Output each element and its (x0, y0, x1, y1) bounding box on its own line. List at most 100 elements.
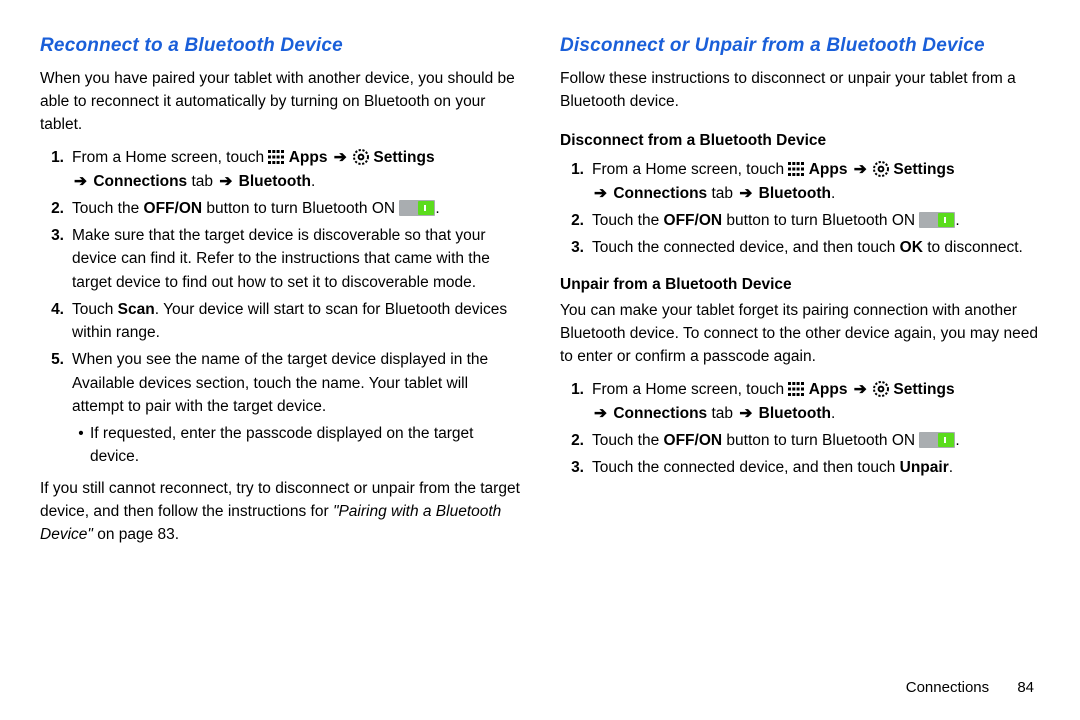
text: From a Home screen, touch (592, 161, 788, 178)
footer-chapter: Connections (906, 679, 989, 696)
sub-bullet: • If requested, enter the passcode displ… (72, 422, 520, 469)
step-body: Touch the connected device, and then tou… (592, 456, 1040, 479)
reconnect-step-3: 3. Make sure that the target device is d… (40, 224, 520, 294)
text: button to turn Bluetooth ON (202, 200, 399, 217)
heading-reconnect: Reconnect to a Bluetooth Device (40, 32, 520, 61)
offon-label: OFF/ON (664, 212, 723, 229)
scan-label: Scan (118, 301, 155, 318)
step-number: 4. (40, 298, 72, 345)
ok-label: OK (900, 239, 923, 256)
unpair-step-1: 1. From a Home screen, touch Apps ➔ (560, 378, 1040, 425)
subheading-disconnect: Disconnect from a Bluetooth Device (560, 129, 1040, 152)
settings-gear-icon (873, 161, 889, 177)
arrow-icon: ➔ (852, 381, 869, 398)
text: tab (192, 173, 218, 190)
step-body: Touch the OFF/ON button to turn Bluetoot… (592, 429, 1040, 452)
step-body: From a Home screen, touch Apps ➔ Setting… (592, 378, 1040, 425)
connections-label: Connections (613, 185, 707, 202)
settings-gear-icon (353, 149, 369, 165)
right-column: Disconnect or Unpair from a Bluetooth De… (560, 32, 1040, 660)
reconnect-step-2: 2. Touch the OFF/ON button to turn Bluet… (40, 197, 520, 220)
text: tab (712, 405, 738, 422)
settings-label: Settings (893, 161, 954, 178)
apps-label: Apps (289, 149, 328, 166)
arrow-icon: ➔ (852, 161, 869, 178)
reconnect-step-1: 1. From a Home screen, touch Apps ➔ (40, 146, 520, 193)
step-number: 2. (560, 429, 592, 452)
step-number: 3. (560, 236, 592, 259)
text: to disconnect. (923, 239, 1023, 256)
toggle-on-icon (919, 432, 955, 448)
subheading-unpair: Unpair from a Bluetooth Device (560, 273, 1040, 296)
text: on page 83. (93, 526, 179, 543)
bullet-dot: • (72, 422, 90, 469)
step-body: Touch Scan. Your device will start to sc… (72, 298, 520, 345)
settings-gear-icon (873, 381, 889, 397)
text: When you see the name of the target devi… (72, 351, 488, 415)
arrow-icon: ➔ (737, 405, 754, 422)
unpair-step-3: 3. Touch the connected device, and then … (560, 456, 1040, 479)
step-number: 2. (40, 197, 72, 220)
step-number: 1. (40, 146, 72, 193)
settings-label: Settings (893, 381, 954, 398)
unpair-steps: 1. From a Home screen, touch Apps ➔ (560, 374, 1040, 483)
bullet-text: If requested, enter the passcode display… (90, 422, 520, 469)
disconnect-step-2: 2. Touch the OFF/ON button to turn Bluet… (560, 209, 1040, 232)
text: From a Home screen, touch (592, 381, 788, 398)
toggle-on-icon (399, 200, 435, 216)
arrow-icon: ➔ (592, 185, 609, 202)
arrow-icon: ➔ (592, 405, 609, 422)
connections-label: Connections (93, 173, 187, 190)
reconnect-intro: When you have paired your tablet with an… (40, 67, 520, 137)
step-number: 1. (560, 378, 592, 425)
unpair-label: Unpair (900, 459, 949, 476)
arrow-icon: ➔ (332, 149, 349, 166)
text: Touch the (592, 212, 664, 229)
bluetooth-label: Bluetooth (239, 173, 311, 190)
step-body: From a Home screen, touch Apps ➔ Setting… (72, 146, 520, 193)
connections-label: Connections (613, 405, 707, 422)
apps-grid-icon (788, 382, 804, 396)
text: Touch the (592, 432, 664, 449)
text: . (949, 459, 953, 476)
step-body: Make sure that the target device is disc… (72, 224, 520, 294)
apps-label: Apps (809, 381, 848, 398)
step-number: 1. (560, 158, 592, 205)
text: Touch the (72, 200, 144, 217)
disconnect-intro: Follow these instructions to disconnect … (560, 67, 1040, 114)
page-body: Reconnect to a Bluetooth Device When you… (0, 0, 1080, 680)
text: button to turn Bluetooth ON (722, 212, 919, 229)
step-body: From a Home screen, touch Apps ➔ Setting… (592, 158, 1040, 205)
arrow-icon: ➔ (737, 185, 754, 202)
step-body: Touch the connected device, and then tou… (592, 236, 1040, 259)
text: button to turn Bluetooth ON (722, 432, 919, 449)
disconnect-step-3: 3. Touch the connected device, and then … (560, 236, 1040, 259)
settings-label: Settings (373, 149, 434, 166)
text: Touch the connected device, and then tou… (592, 459, 900, 476)
arrow-icon: ➔ (217, 173, 234, 190)
step-body: When you see the name of the target devi… (72, 348, 520, 472)
text: tab (712, 185, 738, 202)
arrow-icon: ➔ (72, 173, 89, 190)
apps-label: Apps (809, 161, 848, 178)
step-number: 5. (40, 348, 72, 472)
step-body: Touch the OFF/ON button to turn Bluetoot… (72, 197, 520, 220)
bluetooth-label: Bluetooth (759, 185, 831, 202)
reconnect-step-5: 5. When you see the name of the target d… (40, 348, 520, 472)
apps-grid-icon (788, 162, 804, 176)
disconnect-steps: 1. From a Home screen, touch Apps ➔ (560, 154, 1040, 263)
text: Touch the connected device, and then tou… (592, 239, 900, 256)
step-number: 3. (40, 224, 72, 294)
heading-disconnect-unpair: Disconnect or Unpair from a Bluetooth De… (560, 32, 1040, 61)
unpair-intro: You can make your tablet forget its pair… (560, 299, 1040, 369)
reconnect-step-4: 4. Touch Scan. Your device will start to… (40, 298, 520, 345)
footer-page-number: 84 (1017, 679, 1034, 696)
step-number: 3. (560, 456, 592, 479)
text: Touch (72, 301, 118, 318)
unpair-step-2: 2. Touch the OFF/ON button to turn Bluet… (560, 429, 1040, 452)
step-number: 2. (560, 209, 592, 232)
disconnect-step-1: 1. From a Home screen, touch Apps ➔ (560, 158, 1040, 205)
offon-label: OFF/ON (664, 432, 723, 449)
offon-label: OFF/ON (144, 200, 203, 217)
apps-grid-icon (268, 150, 284, 164)
